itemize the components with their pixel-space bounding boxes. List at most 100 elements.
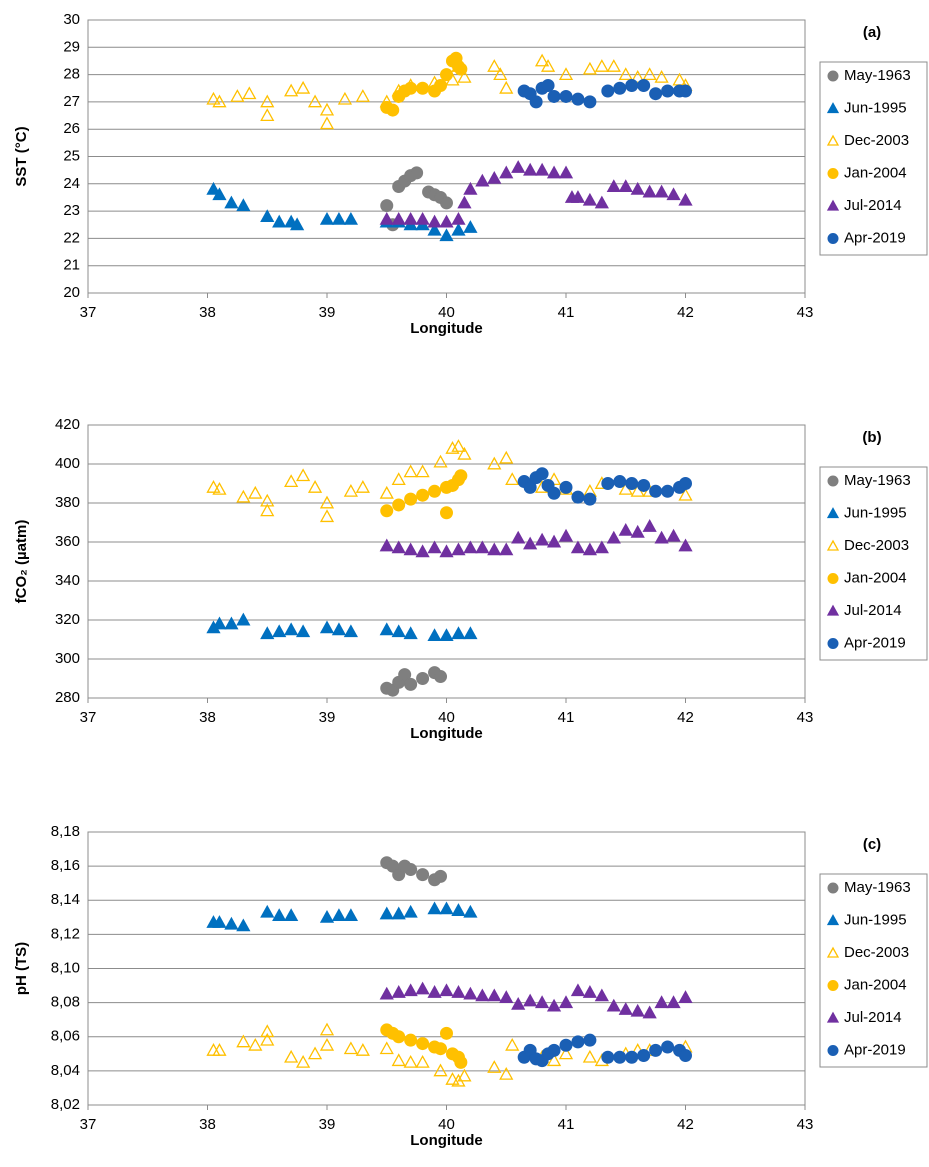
- data-point: [523, 480, 537, 494]
- data-point: [637, 1049, 651, 1063]
- data-point: [391, 985, 406, 998]
- data-point: [415, 464, 430, 478]
- data-point: [331, 211, 347, 225]
- data-point: [499, 990, 514, 1003]
- data-point: [284, 622, 299, 636]
- data-point: [505, 472, 520, 486]
- data-point: [678, 192, 693, 206]
- data-point: [343, 908, 359, 922]
- data-point: [392, 498, 406, 512]
- data-point: [206, 181, 221, 195]
- data-point: [618, 179, 633, 192]
- data-point: [451, 626, 466, 640]
- data-point: [625, 1050, 639, 1064]
- data-point: [343, 483, 359, 497]
- data-point: [434, 79, 448, 93]
- data-point: [594, 540, 609, 554]
- data-point: [678, 487, 693, 501]
- data-point: [319, 1022, 335, 1036]
- legend-label: Jul-2014: [844, 602, 902, 619]
- data-point: [224, 916, 239, 930]
- data-point: [534, 162, 550, 176]
- data-point: [260, 94, 275, 108]
- data-point: [224, 616, 239, 630]
- data-point: [379, 211, 394, 225]
- y-tick-label: 23: [63, 202, 80, 219]
- data-point: [679, 477, 692, 490]
- data-point: [410, 166, 424, 180]
- y-tick-label: 320: [55, 611, 80, 628]
- data-point: [206, 480, 221, 493]
- data-point: [661, 484, 675, 498]
- data-point: [505, 1037, 520, 1051]
- data-point: [439, 901, 454, 915]
- data-point: [343, 211, 359, 225]
- data-point: [457, 446, 472, 460]
- data-point: [415, 544, 430, 558]
- data-point: [260, 1024, 275, 1038]
- data-point: [242, 86, 257, 100]
- data-point: [260, 108, 275, 121]
- data-point: [403, 904, 418, 918]
- data-point: [649, 87, 663, 101]
- y-tick-label: 380: [55, 494, 80, 511]
- y-tick-label: 28: [63, 66, 80, 83]
- data-point: [295, 468, 311, 482]
- data-point: [534, 995, 550, 1009]
- data-point: [319, 1037, 335, 1051]
- data-point: [451, 542, 466, 556]
- data-point: [475, 988, 490, 1002]
- data-point: [654, 530, 669, 544]
- data-point: [451, 222, 466, 236]
- data-point: [511, 160, 526, 173]
- data-point: [654, 995, 669, 1009]
- data-point: [427, 985, 442, 998]
- data-point: [272, 624, 287, 638]
- data-point: [546, 534, 562, 548]
- data-point: [416, 868, 430, 882]
- legend-marker: [827, 475, 839, 487]
- panel-label: (a): [863, 24, 881, 41]
- data-point: [523, 162, 538, 176]
- data-point: [558, 995, 574, 1009]
- data-point: [434, 1042, 448, 1056]
- data-point: [487, 59, 502, 72]
- legend-box: [819, 61, 928, 256]
- data-point: [678, 990, 693, 1003]
- legend-label: Jun-1995: [844, 99, 907, 116]
- data-point: [440, 1026, 453, 1040]
- data-point: [570, 540, 586, 554]
- data-point: [558, 1046, 574, 1060]
- data-point: [433, 1063, 448, 1077]
- data-point: [529, 95, 543, 109]
- legend-label: Dec-2003: [844, 537, 909, 554]
- data-point: [642, 1005, 657, 1019]
- data-point: [499, 542, 514, 556]
- legend-label: May-1963: [844, 472, 911, 489]
- data-point: [403, 626, 418, 640]
- data-point: [331, 908, 347, 922]
- data-point: [236, 1034, 251, 1048]
- data-point: [295, 1055, 311, 1068]
- legend-label: Jan-2004: [844, 569, 907, 586]
- data-point: [343, 1041, 359, 1055]
- data-point: [404, 492, 418, 506]
- x-axis-label: Longitude: [410, 1132, 482, 1149]
- data-point: [678, 538, 693, 552]
- data-point: [439, 628, 454, 642]
- legend-label: May-1963: [844, 67, 911, 84]
- data-point: [601, 477, 615, 490]
- data-point: [547, 1043, 561, 1057]
- data-point: [416, 488, 430, 502]
- data-point: [493, 67, 508, 81]
- legend-label: Jan-2004: [844, 976, 907, 993]
- data-point: [558, 67, 574, 81]
- x-tick-label: 41: [558, 1116, 575, 1133]
- data-point: [355, 89, 370, 102]
- data-point: [403, 1055, 418, 1068]
- y-tick-label: 21: [63, 257, 80, 274]
- data-point: [625, 477, 639, 490]
- y-tick-label: 22: [63, 229, 80, 246]
- data-point: [454, 62, 468, 76]
